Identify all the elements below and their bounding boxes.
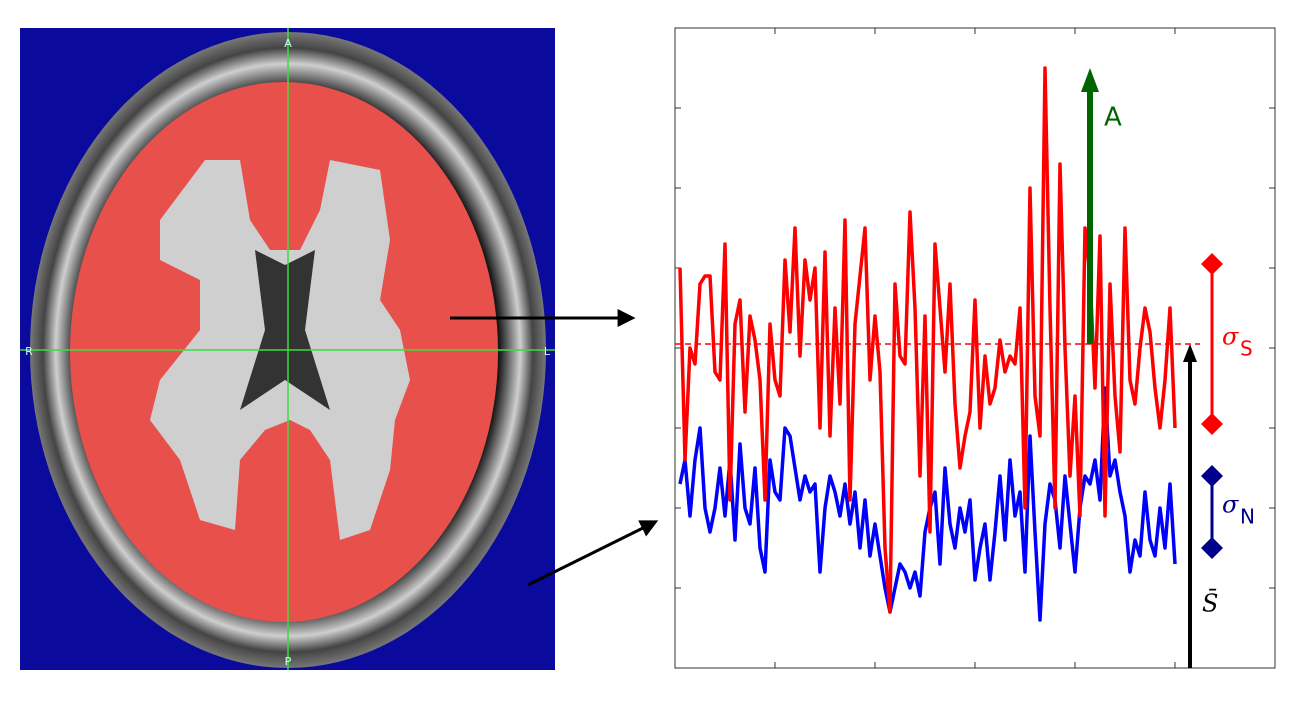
sd-marker — [1201, 413, 1223, 435]
amplitude-arrowhead — [1081, 68, 1099, 92]
pointer-arrow — [527, 520, 659, 587]
sd-symbol: σ — [1222, 491, 1239, 519]
sd-marker — [1201, 465, 1223, 487]
mean-arrowhead — [1183, 344, 1197, 362]
orientation-label: A — [284, 37, 292, 50]
sd-subscript: N — [1240, 505, 1255, 529]
amplitude-label: A — [1104, 103, 1122, 133]
data-line — [678, 66, 1177, 614]
orientation-label: L — [544, 345, 551, 358]
sd-symbol: σ — [1222, 323, 1239, 351]
sd-marker — [1201, 253, 1223, 275]
mean-label: S̄ — [1202, 589, 1218, 617]
orientation-label: P — [285, 655, 292, 668]
data-line — [678, 386, 1177, 622]
orientation-label: R — [25, 345, 33, 358]
sd-subscript: S — [1240, 337, 1253, 361]
sd-marker — [1201, 537, 1223, 559]
